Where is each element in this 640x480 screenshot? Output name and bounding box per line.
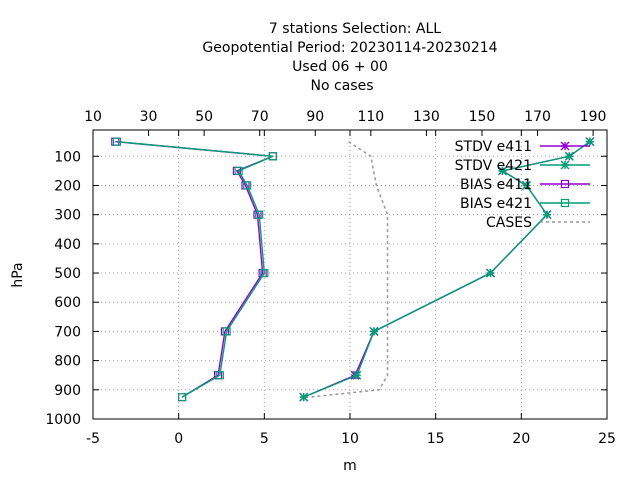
square-marker bbox=[268, 152, 277, 161]
series-stdv-e411 bbox=[299, 137, 595, 402]
legend-label: STDV e411 bbox=[455, 139, 532, 155]
square-marker bbox=[222, 327, 231, 336]
square-marker bbox=[177, 393, 187, 402]
square-marker bbox=[260, 268, 269, 278]
star-marker bbox=[542, 210, 552, 220]
y-tick-label: 900 bbox=[54, 383, 81, 399]
y-tick-label: 200 bbox=[54, 178, 81, 194]
series-cases bbox=[309, 141, 389, 398]
square-marker bbox=[234, 166, 243, 175]
title-line-2: Geopotential Period: 20230114-20230214 bbox=[202, 40, 497, 56]
x-top-tick-label: 30 bbox=[140, 109, 158, 125]
y-tick-label: 1000 bbox=[45, 412, 81, 428]
star-marker bbox=[485, 268, 495, 278]
square-marker bbox=[560, 198, 570, 208]
x-bottom-tick-label: 15 bbox=[427, 431, 445, 447]
series-bias-e411 bbox=[111, 137, 277, 402]
y-tick-label: 800 bbox=[54, 354, 81, 370]
x-top-tick-label: 70 bbox=[251, 109, 269, 125]
series-line bbox=[309, 141, 389, 398]
square-marker bbox=[112, 137, 122, 146]
legend: STDV e411 STDV e421 BIAS e411 BIAS e421 CASE… bbox=[455, 139, 590, 231]
star-marker bbox=[369, 326, 379, 336]
axes: -5 0 5 10 15 20 25 10 30 50 70 90 110 130 150 170 190 100… bbox=[45, 109, 616, 447]
title-line-3: Used 06 + 00 bbox=[292, 59, 388, 75]
square-marker bbox=[255, 210, 264, 219]
series-bias-e421 bbox=[112, 137, 277, 402]
star-marker bbox=[560, 160, 570, 170]
star-marker bbox=[497, 166, 507, 176]
x-bottom-tick-label: 25 bbox=[598, 431, 616, 447]
legend-label: CASES bbox=[486, 215, 532, 231]
chart-title: 7 stations Selection: ALL Geopotential P… bbox=[202, 21, 497, 94]
x-top-tick-label: 190 bbox=[580, 109, 607, 125]
x-bottom-tick-label: 20 bbox=[512, 431, 530, 447]
square-marker bbox=[560, 179, 570, 189]
series-line bbox=[303, 141, 591, 398]
x-axis-label: m bbox=[343, 458, 357, 474]
legend-label: BIAS e421 bbox=[460, 196, 532, 212]
series-line bbox=[115, 140, 274, 398]
x-bottom-tick-label: 5 bbox=[260, 431, 269, 447]
star-marker bbox=[521, 180, 531, 190]
star-marker bbox=[560, 141, 570, 151]
x-top-tick-label: 170 bbox=[524, 109, 551, 125]
legend-label: BIAS e411 bbox=[460, 177, 532, 193]
square-marker bbox=[215, 371, 224, 380]
star-marker bbox=[352, 370, 362, 380]
star-marker bbox=[585, 137, 595, 147]
square-marker bbox=[243, 181, 252, 190]
series-stdv-e421 bbox=[299, 137, 595, 402]
x-bottom-tick-label: -5 bbox=[86, 431, 100, 447]
x-top-tick-label: 10 bbox=[84, 109, 102, 125]
y-axis-label: hPa bbox=[10, 262, 26, 287]
series-layer bbox=[111, 137, 595, 402]
series-line bbox=[116, 140, 274, 398]
star-marker bbox=[564, 151, 574, 161]
title-line-4: No cases bbox=[311, 78, 374, 94]
y-tick-label: 400 bbox=[54, 237, 81, 253]
x-top-tick-label: 110 bbox=[357, 109, 384, 125]
x-top-tick-label: 90 bbox=[306, 109, 324, 125]
y-tick-label: 700 bbox=[54, 324, 81, 340]
star-marker bbox=[299, 392, 309, 402]
legend-label: STDV e421 bbox=[455, 158, 532, 174]
y-tick-label: 300 bbox=[54, 208, 81, 224]
y-tick-label: 600 bbox=[54, 295, 81, 311]
x-bottom-tick-label: 10 bbox=[341, 431, 359, 447]
x-top-tick-label: 150 bbox=[469, 109, 496, 125]
y-tick-label: 100 bbox=[54, 149, 81, 165]
y-tick-label: 500 bbox=[54, 266, 81, 282]
title-line-1: 7 stations Selection: ALL bbox=[269, 21, 441, 37]
series-line bbox=[303, 141, 591, 398]
x-top-tick-label: 50 bbox=[195, 109, 213, 125]
x-bottom-tick-label: 0 bbox=[174, 431, 183, 447]
grid bbox=[93, 130, 607, 419]
x-top-tick-label: 130 bbox=[413, 109, 440, 125]
